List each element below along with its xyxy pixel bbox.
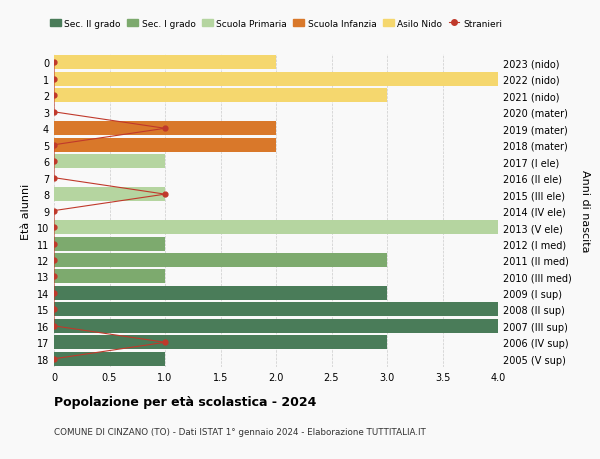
- Bar: [54, 155, 165, 169]
- Y-axis label: Anni di nascita: Anni di nascita: [580, 170, 590, 252]
- Bar: [54, 270, 165, 284]
- Legend: Sec. II grado, Sec. I grado, Scuola Primaria, Scuola Infanzia, Asilo Nido, Stran: Sec. II grado, Sec. I grado, Scuola Prim…: [46, 16, 506, 32]
- Bar: [54, 221, 498, 235]
- Bar: [54, 89, 387, 103]
- Bar: [54, 139, 276, 152]
- Text: COMUNE DI CINZANO (TO) - Dati ISTAT 1° gennaio 2024 - Elaborazione TUTTITALIA.IT: COMUNE DI CINZANO (TO) - Dati ISTAT 1° g…: [54, 427, 426, 436]
- Bar: [54, 253, 387, 268]
- Bar: [54, 56, 276, 70]
- Bar: [54, 73, 498, 87]
- Bar: [54, 188, 165, 202]
- Bar: [54, 352, 165, 366]
- Y-axis label: Età alunni: Età alunni: [21, 183, 31, 239]
- Bar: [54, 319, 498, 333]
- Bar: [54, 237, 165, 251]
- Bar: [54, 122, 276, 136]
- Bar: [54, 286, 387, 300]
- Bar: [54, 303, 498, 317]
- Text: Popolazione per età scolastica - 2024: Popolazione per età scolastica - 2024: [54, 395, 316, 408]
- Bar: [54, 336, 387, 350]
